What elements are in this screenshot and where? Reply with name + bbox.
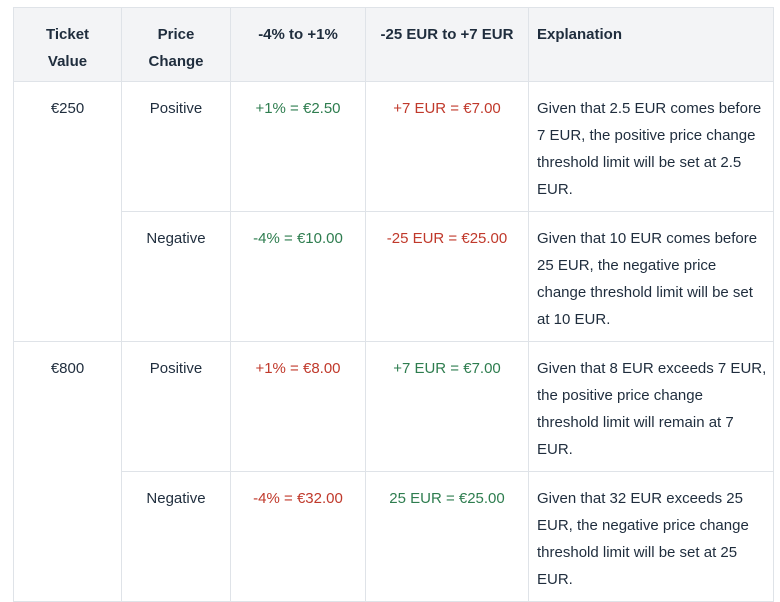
eur-cell: +7 EUR = €7.00 [365,341,529,472]
pct-cell: +1% = €2.50 [230,81,366,212]
ticket-value-cell: €250 [13,81,122,212]
explanation-cell: Given that 2.5 EUR comes before 7 EUR, t… [528,81,774,212]
header-pct-range: -4% to +1% [230,7,366,82]
eur-cell: +7 EUR = €7.00 [365,81,529,212]
ticket-value-cell [13,211,122,342]
header-price-change: Price Change [121,7,231,82]
ticket-value-cell [13,471,122,602]
explanation-cell: Given that 8 EUR exceeds 7 EUR, the posi… [528,341,774,472]
threshold-table-container: Ticket Value Price Change -4% to +1% -25… [13,7,774,602]
explanation-cell: Given that 32 EUR exceeds 25 EUR, the ne… [528,471,774,602]
threshold-table: Ticket Value Price Change -4% to +1% -25… [13,7,774,602]
table-row: €250 Positive +1% = €2.50 +7 EUR = €7.00… [13,81,774,212]
price-change-cell: Negative [121,471,231,602]
ticket-value-cell: €800 [13,341,122,472]
table-row: €800 Positive +1% = €8.00 +7 EUR = €7.00… [13,341,774,472]
explanation-cell: Given that 10 EUR comes before 25 EUR, t… [528,211,774,342]
price-change-cell: Negative [121,211,231,342]
header-ticket-value: Ticket Value [13,7,122,82]
table-row: Negative -4% = €32.00 25 EUR = €25.00 Gi… [13,471,774,602]
pct-cell: -4% = €10.00 [230,211,366,342]
pct-cell: -4% = €32.00 [230,471,366,602]
price-change-cell: Positive [121,81,231,212]
price-change-cell: Positive [121,341,231,472]
table-row: Negative -4% = €10.00 -25 EUR = €25.00 G… [13,211,774,342]
header-eur-range: -25 EUR to +7 EUR [365,7,529,82]
eur-cell: -25 EUR = €25.00 [365,211,529,342]
table-header-row: Ticket Value Price Change -4% to +1% -25… [13,7,774,82]
eur-cell: 25 EUR = €25.00 [365,471,529,602]
pct-cell: +1% = €8.00 [230,341,366,472]
header-explanation: Explanation [528,7,774,82]
